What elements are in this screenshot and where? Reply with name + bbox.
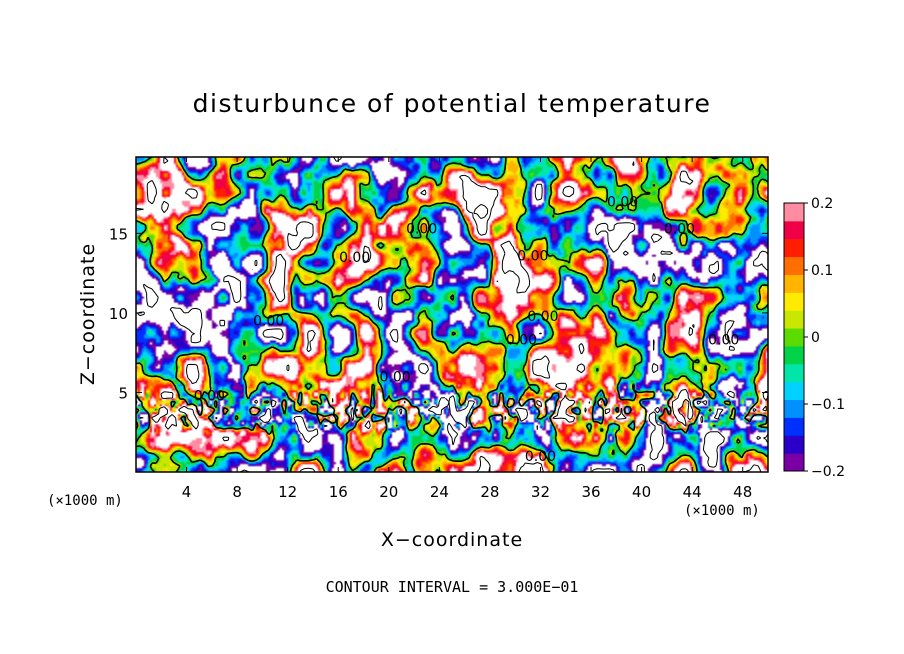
- chart-title: disturbunce of potential temperature: [193, 89, 712, 118]
- plot-frame: [135, 156, 769, 473]
- colorbar-band: [784, 328, 804, 347]
- contour-label: 0.00: [194, 388, 225, 404]
- contour-interval-label: CONTOUR INTERVAL = 3.000E−01: [326, 578, 579, 596]
- contour-label: 0.00: [708, 333, 739, 349]
- colorbar-band: [784, 238, 804, 258]
- y-unit-label: (×1000 m): [47, 493, 123, 509]
- colorbar-band: [784, 203, 804, 222]
- y-axis-label: Z−coordinate: [77, 243, 99, 385]
- colorbar-band: [784, 399, 804, 418]
- x-tick-label: 12: [278, 483, 297, 501]
- colorbar-band: [784, 417, 804, 436]
- colorbar-band: [784, 274, 804, 293]
- colorbar-band: [784, 363, 804, 383]
- y-tick-label: 5: [118, 384, 128, 402]
- contour-label: 0.00: [253, 314, 284, 330]
- x-tick-label: 8: [232, 483, 242, 501]
- colorbar-band: [784, 220, 804, 240]
- colorbar-ticks: 0.2 0.1 0 −0.1 −0.2: [804, 196, 845, 480]
- plot-area: 0.00 0.00 0.00 0.00 0.00 0.00 0.00 0.00 0.00 0.00…: [135, 156, 769, 473]
- contour-label: 0.00: [406, 221, 437, 237]
- colorbar-band: [784, 435, 804, 454]
- colorbar-tick-label: −0.1: [811, 397, 845, 413]
- colorbar-tick-label: −0.2: [811, 464, 845, 480]
- contour-label: 0.00: [527, 309, 558, 325]
- contour-label: 0.00: [525, 449, 556, 465]
- x-tick-label: 20: [379, 483, 398, 501]
- x-tick-label: 24: [430, 483, 449, 501]
- contour-label: 0.00: [607, 194, 638, 210]
- contour-label: 0.00: [517, 248, 548, 264]
- x-tick-label: 32: [531, 483, 550, 501]
- contour-label: 0.00: [664, 221, 695, 237]
- x-unit-label: (×1000 m): [684, 503, 760, 519]
- x-tick-label: 40: [632, 483, 651, 501]
- contour-lines: [135, 156, 769, 473]
- colorbar-band: [784, 310, 804, 329]
- contour-line-zero: [135, 156, 769, 473]
- colorbar-tick-label: 0.2: [811, 196, 833, 212]
- contour-label: 0.00: [380, 369, 411, 385]
- colorbar-bands: [784, 203, 804, 472]
- colorbar-tick-label: 0.1: [811, 263, 833, 279]
- colorbar-band: [784, 292, 804, 311]
- x-tick-label: 4: [182, 483, 192, 501]
- contour-label: 0.00: [339, 250, 370, 266]
- x-tick-label: 36: [581, 483, 600, 501]
- colorbar-band: [784, 345, 804, 365]
- x-axis-ticks: 4 8 12 16 20 24 28 32 36 40 44 48: [182, 157, 752, 501]
- contour-label: 0.00: [506, 333, 537, 349]
- x-axis-label: X−coordinate: [381, 529, 523, 551]
- colorbar-band: [784, 256, 804, 275]
- x-tick-label: 16: [329, 483, 348, 501]
- y-tick-label: 15: [109, 225, 128, 243]
- y-axis-ticks: 5 10 15: [109, 225, 768, 402]
- x-tick-label: 44: [683, 483, 702, 501]
- contour-line-negative: [135, 156, 769, 473]
- colorbar-tick-label: 0: [811, 330, 820, 346]
- x-tick-label: 48: [733, 483, 752, 501]
- x-tick-label: 28: [480, 483, 499, 501]
- colorbar-band: [784, 453, 804, 472]
- contour-labels: 0.00 0.00 0.00 0.00 0.00 0.00 0.00 0.00 0.00 0.00…: [194, 194, 740, 465]
- colorbar: 0.2 0.1 0 −0.1 −0.2: [783, 196, 845, 480]
- contour-line-positive: [135, 156, 769, 473]
- y-tick-label: 10: [109, 305, 128, 323]
- colorbar-band: [784, 381, 804, 401]
